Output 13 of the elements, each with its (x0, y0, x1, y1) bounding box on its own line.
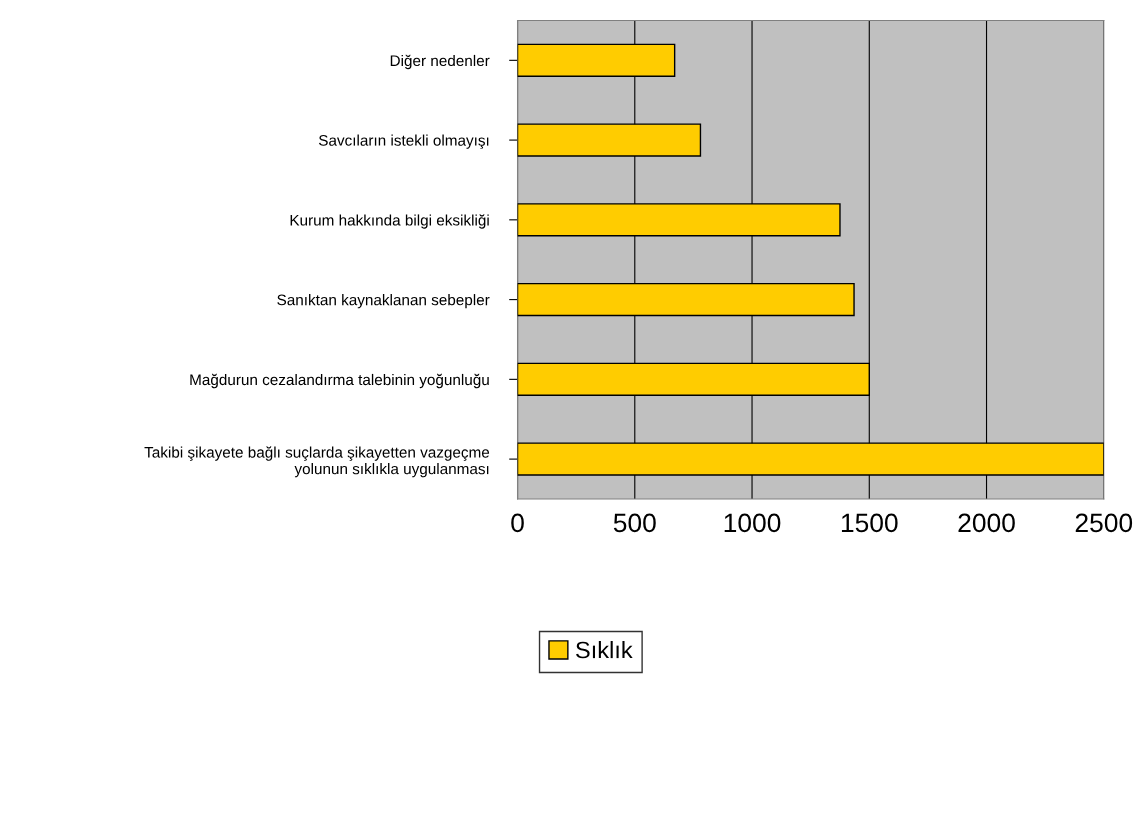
y-tick-label: Sanıktan kaynaklanan sebepler (277, 294, 490, 309)
x-tick-label: 2000 (958, 513, 1015, 533)
x-tick-label: 1500 (841, 513, 898, 533)
x-tick-label: 0 (511, 513, 524, 533)
y-tick-label: Diğer nedenler (390, 54, 490, 70)
x-tick-label: 500 (613, 513, 656, 533)
y-tick-label: Savcıların istekli olmayışı (318, 134, 489, 149)
legend-label: Sıklık (576, 641, 633, 659)
y-tick-label: Takibi şikayete bağlı suçlarda şikayetten vazgeçme yolunun sıklıkla uygulanması (144, 446, 490, 478)
x-tick-label: 1000 (724, 513, 781, 533)
y-tick-label: Mağdurun cezalandırma talebinin yoğunluğu (190, 373, 489, 389)
x-tick-label: 2500 (1075, 513, 1133, 533)
y-tick-label: Kurum hakkında bilgi eksikliği (290, 214, 489, 229)
